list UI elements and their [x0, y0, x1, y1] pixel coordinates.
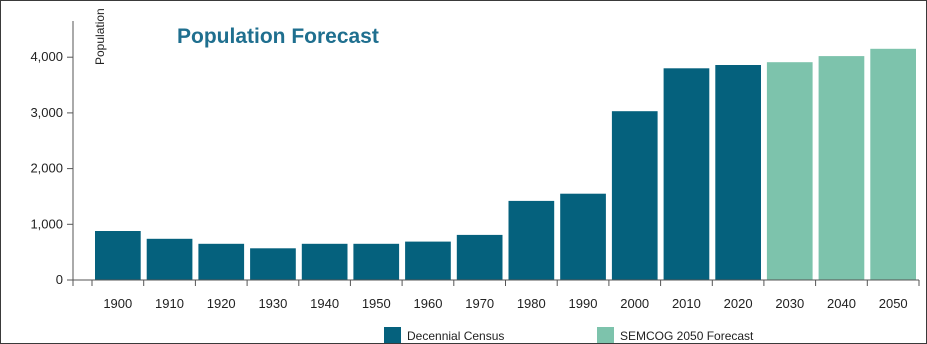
x-tick-label-1990: 1990 — [569, 296, 598, 311]
x-tick-label-2010: 2010 — [672, 296, 701, 311]
legend-swatch-census — [384, 327, 401, 343]
y-tick-label-4000: 4,000 — [30, 49, 63, 64]
x-tick-label-1900: 1900 — [103, 296, 132, 311]
y-axis-label: Population — [93, 8, 107, 65]
y-tick-label-3000: 3,000 — [30, 105, 63, 120]
bar-1960 — [405, 241, 451, 280]
bar-1990 — [560, 193, 606, 280]
y-axis: 0 1,000 2,000 3,000 4,000 — [30, 21, 74, 287]
legend-swatch-forecast — [597, 327, 614, 343]
bar-2040 — [818, 56, 865, 280]
x-tick-label-1940: 1940 — [310, 296, 339, 311]
bars — [95, 48, 916, 281]
y-tick-label-0: 0 — [56, 272, 63, 287]
x-tick-label-1930: 1930 — [258, 296, 287, 311]
x-axis: 1900 1910 1920 1930 1940 1950 1960 1970 1980 1990… — [67, 279, 920, 311]
x-tick-label-1980: 1980 — [517, 296, 546, 311]
x-tick-label-2020: 2020 — [724, 296, 753, 311]
bar-2020 — [715, 65, 761, 280]
x-tick-label-2040: 2040 — [827, 296, 856, 311]
x-tick-label-2030: 2030 — [775, 296, 804, 311]
x-tick-label-1910: 1910 — [155, 296, 184, 311]
x-tick-label-1950: 1950 — [362, 296, 391, 311]
x-tick-label-2000: 2000 — [620, 296, 649, 311]
legend: Decennial Census SEMCOG 2050 Forecast — [384, 327, 754, 343]
bar-1900 — [95, 231, 141, 280]
bar-2050 — [870, 48, 916, 280]
bar-2000 — [611, 111, 658, 280]
x-tick-label-2050: 2050 — [879, 296, 908, 311]
bar-1950 — [353, 243, 400, 280]
legend-label-census: Decennial Census — [407, 329, 504, 343]
x-tick-label-1920: 1920 — [207, 296, 236, 311]
bar-1920 — [198, 243, 245, 280]
x-tick-label-1960: 1960 — [414, 296, 443, 311]
bar-1930 — [250, 248, 296, 280]
bar-1970 — [456, 234, 503, 280]
x-tick-label-1970: 1970 — [465, 296, 494, 311]
chart-title: Population Forecast — [177, 25, 379, 48]
y-tick-label-2000: 2,000 — [30, 161, 63, 176]
bar-1910 — [146, 238, 193, 280]
bar-2030 — [766, 62, 813, 281]
bar-1980 — [508, 200, 555, 280]
bar-2010 — [663, 68, 710, 280]
legend-label-forecast: SEMCOG 2050 Forecast — [620, 329, 754, 343]
y-tick-label-1000: 1,000 — [30, 216, 63, 231]
bar-1940 — [301, 243, 348, 280]
